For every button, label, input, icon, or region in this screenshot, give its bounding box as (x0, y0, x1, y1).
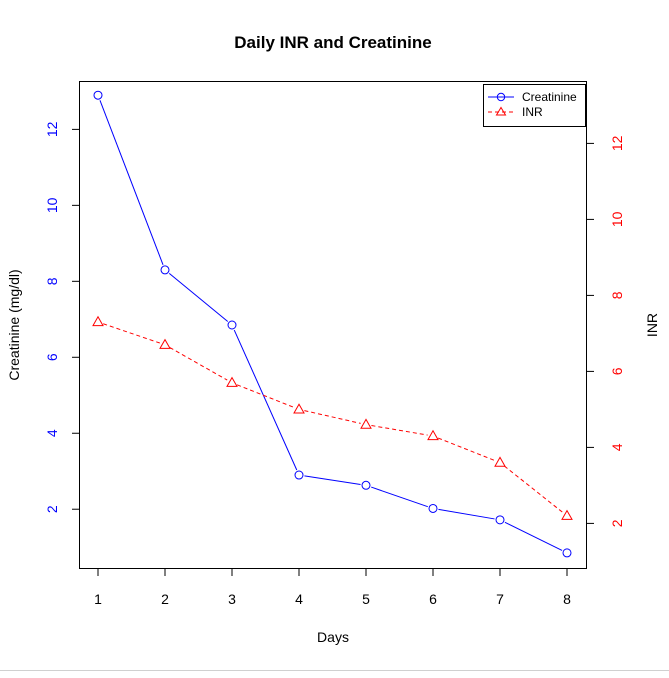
y-right-tick-label: 6 (609, 367, 625, 375)
creatinine-segment (304, 475, 361, 485)
y-axis-left-label: Creatinine (mg/dl) (6, 269, 22, 380)
y-axis-right-label: INR (644, 313, 660, 337)
x-tick-label: 4 (295, 591, 303, 607)
y-left-tick-label: 8 (44, 277, 60, 285)
legend-box (483, 84, 586, 127)
x-axis-label: Days (317, 629, 349, 645)
x-tick-label: 3 (228, 591, 236, 607)
inr-point (92, 315, 104, 327)
y-left-tick-label: 2 (44, 505, 60, 513)
x-tick-label: 6 (429, 591, 437, 607)
y-left-tick-label: 4 (44, 429, 60, 437)
legend: Creatinine INR (483, 84, 586, 127)
inr-point (159, 338, 171, 349)
x-tick-label: 7 (496, 591, 504, 607)
legend-inr-marker (495, 106, 507, 116)
y-axis-left: 2 4 6 8 10 12 (44, 121, 80, 513)
bottom-divider (0, 670, 669, 671)
creatinine-segment (168, 273, 229, 322)
creatinine-segment (371, 486, 428, 508)
creatinine-segment (438, 508, 495, 520)
inr-point (226, 376, 238, 387)
y-axis-right: 2 4 6 8 10 12 (586, 135, 625, 527)
inr-segment (437, 437, 496, 462)
legend-creatinine-marker (496, 92, 506, 102)
creatinine-segment (504, 521, 563, 551)
y-right-tick-label: 2 (609, 519, 625, 527)
y-right-tick-label: 12 (609, 135, 625, 151)
creatinine-point (93, 90, 103, 100)
inr-point (293, 403, 305, 414)
inr-segment (103, 323, 160, 344)
legend-creatinine-label: Creatinine (522, 90, 577, 104)
x-tick-label: 2 (161, 591, 169, 607)
x-axis: 1 2 3 4 5 6 7 8 (94, 568, 571, 607)
creatinine-point (562, 548, 572, 558)
creatinine-point (361, 480, 371, 490)
legend-inr-label: INR (522, 105, 543, 119)
inr-point (494, 456, 506, 467)
creatinine-point (428, 503, 438, 513)
inr-segment (371, 425, 428, 436)
creatinine-segment (233, 329, 298, 471)
creatinine-point (495, 515, 505, 525)
y-left-tick-label: 6 (44, 353, 60, 361)
x-tick-label: 1 (94, 591, 102, 607)
inr-segment (304, 410, 361, 424)
x-tick-label: 8 (563, 591, 571, 607)
y-right-tick-label: 8 (609, 291, 625, 299)
creatinine-point (227, 320, 237, 330)
inr-point (360, 418, 372, 429)
inr-segment (503, 465, 564, 513)
y-left-tick-label: 10 (44, 197, 60, 213)
creatinine-point (160, 265, 170, 275)
creatinine-segment (99, 100, 164, 265)
creatinine-point (294, 470, 304, 480)
x-tick-label: 5 (362, 591, 370, 607)
inr-segment (236, 384, 295, 408)
inr-segment (169, 347, 228, 381)
inr-point (561, 509, 573, 520)
y-right-tick-label: 10 (609, 211, 625, 227)
inr-point (427, 429, 439, 441)
plot-area-frame (79, 81, 587, 569)
series-layer (92, 90, 573, 558)
chart-title: Daily INR and Creatinine (234, 33, 431, 52)
y-right-tick-label: 4 (609, 443, 625, 451)
y-left-tick-label: 12 (44, 121, 60, 137)
